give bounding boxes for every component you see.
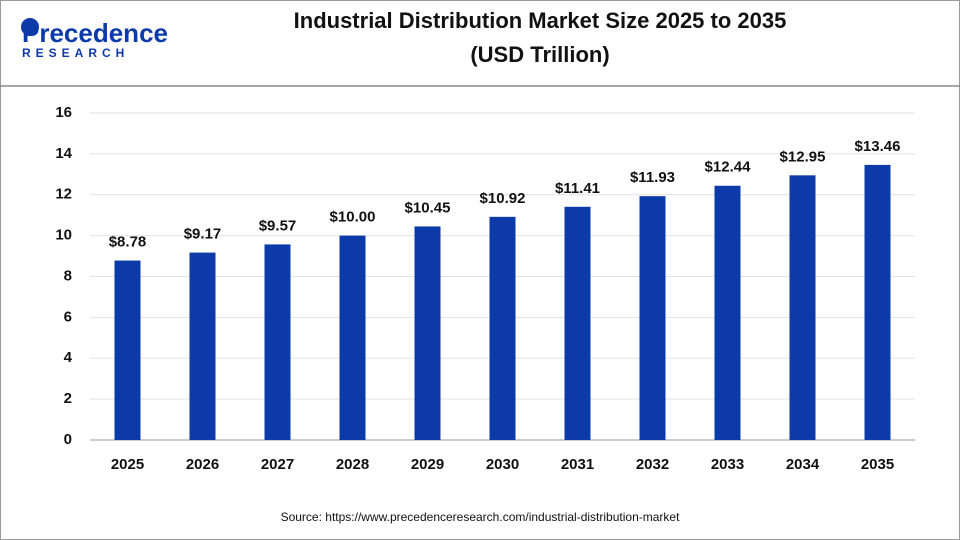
source: Source: https://www.precedenceresearch.c… bbox=[281, 510, 681, 524]
value-label: $8.78 bbox=[109, 234, 147, 251]
x-tick-label: 2034 bbox=[786, 456, 820, 473]
y-tick-label: 8 bbox=[64, 267, 72, 284]
bar bbox=[339, 235, 366, 440]
bar bbox=[489, 216, 516, 440]
value-label: $11.41 bbox=[555, 180, 600, 197]
value-label: $10.45 bbox=[405, 199, 451, 216]
bar bbox=[864, 164, 891, 440]
y-tick-label: 14 bbox=[55, 145, 72, 162]
value-label: $13.46 bbox=[855, 138, 901, 155]
x-tick-label: 2028 bbox=[336, 456, 369, 473]
bar bbox=[264, 244, 291, 440]
logo-icon bbox=[21, 18, 39, 36]
y-tick-label: 6 bbox=[64, 308, 72, 325]
x-tick-label: 2029 bbox=[411, 456, 444, 473]
y-tick-label: 12 bbox=[55, 186, 72, 203]
y-tick-label: 16 bbox=[55, 104, 72, 121]
y-tick-label: 10 bbox=[55, 227, 72, 244]
logo-tagline: RESEARCH bbox=[22, 46, 129, 60]
y-tick-label: 2 bbox=[64, 390, 72, 407]
x-tick-label: 2035 bbox=[861, 456, 894, 473]
bar bbox=[714, 185, 741, 440]
bar bbox=[114, 260, 141, 440]
value-label: $10.00 bbox=[330, 209, 376, 226]
x-tick-label: 2025 bbox=[111, 456, 144, 473]
chart-subtitle: (USD Trillion) bbox=[470, 42, 609, 67]
bar bbox=[564, 206, 591, 440]
x-tick-label: 2033 bbox=[711, 456, 744, 473]
chart-title: Industrial Distribution Market Size 2025… bbox=[294, 8, 787, 33]
bar bbox=[414, 226, 441, 440]
bar bbox=[789, 175, 816, 440]
logo-name: Precedence bbox=[22, 18, 168, 48]
bar bbox=[189, 252, 216, 440]
bar bbox=[639, 196, 666, 440]
y-tick-label: 4 bbox=[64, 349, 73, 366]
x-tick-label: 2026 bbox=[186, 456, 219, 473]
value-label: $11.93 bbox=[630, 169, 675, 186]
value-label: $9.57 bbox=[259, 217, 297, 234]
x-tick-label: 2027 bbox=[261, 456, 294, 473]
value-label: $10.92 bbox=[480, 190, 526, 207]
value-label: $9.17 bbox=[184, 226, 222, 243]
x-tick-label: 2031 bbox=[561, 456, 594, 473]
x-tick-label: 2030 bbox=[486, 456, 519, 473]
value-label: $12.95 bbox=[780, 148, 826, 165]
value-label: $12.44 bbox=[705, 159, 752, 176]
y-tick-label: 0 bbox=[64, 431, 72, 448]
x-tick-label: 2032 bbox=[636, 456, 669, 473]
